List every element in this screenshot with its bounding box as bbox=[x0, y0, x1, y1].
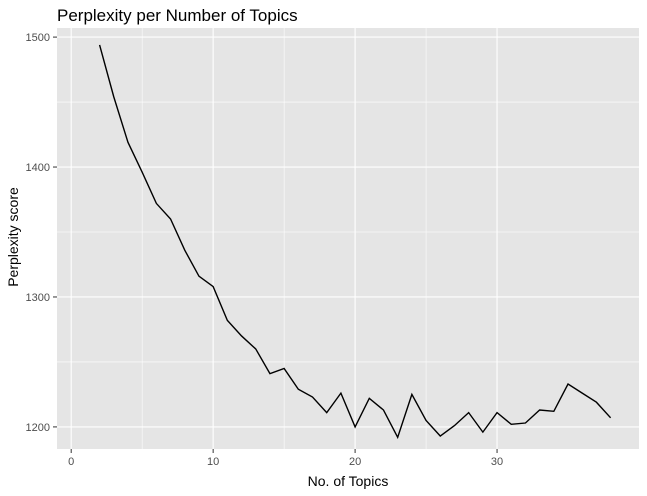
x-tick-label: 20 bbox=[349, 456, 361, 468]
major-gridlines bbox=[57, 28, 639, 449]
y-axis-label: Perplexity score bbox=[5, 187, 21, 287]
axis-ticks bbox=[53, 36, 498, 453]
x-tick-label: 10 bbox=[207, 456, 219, 468]
y-tick-label: 1400 bbox=[26, 162, 50, 174]
y-tick-label: 1500 bbox=[26, 32, 50, 44]
y-axis-tick-labels: 1200 1300 1400 1500 bbox=[26, 32, 50, 434]
perplexity-line bbox=[98, 44, 612, 440]
y-tick-label: 1300 bbox=[26, 292, 50, 304]
x-tick-label: 30 bbox=[491, 456, 503, 468]
x-tick-label: 0 bbox=[68, 456, 74, 468]
chart-title: Perplexity per Number of Topics bbox=[57, 6, 298, 25]
minor-gridlines bbox=[57, 28, 639, 449]
x-axis-label: No. of Topics bbox=[308, 473, 389, 489]
y-tick-label: 1200 bbox=[26, 422, 50, 434]
plot-panel bbox=[57, 28, 639, 449]
x-axis-tick-labels: 0 10 20 30 bbox=[68, 456, 503, 468]
